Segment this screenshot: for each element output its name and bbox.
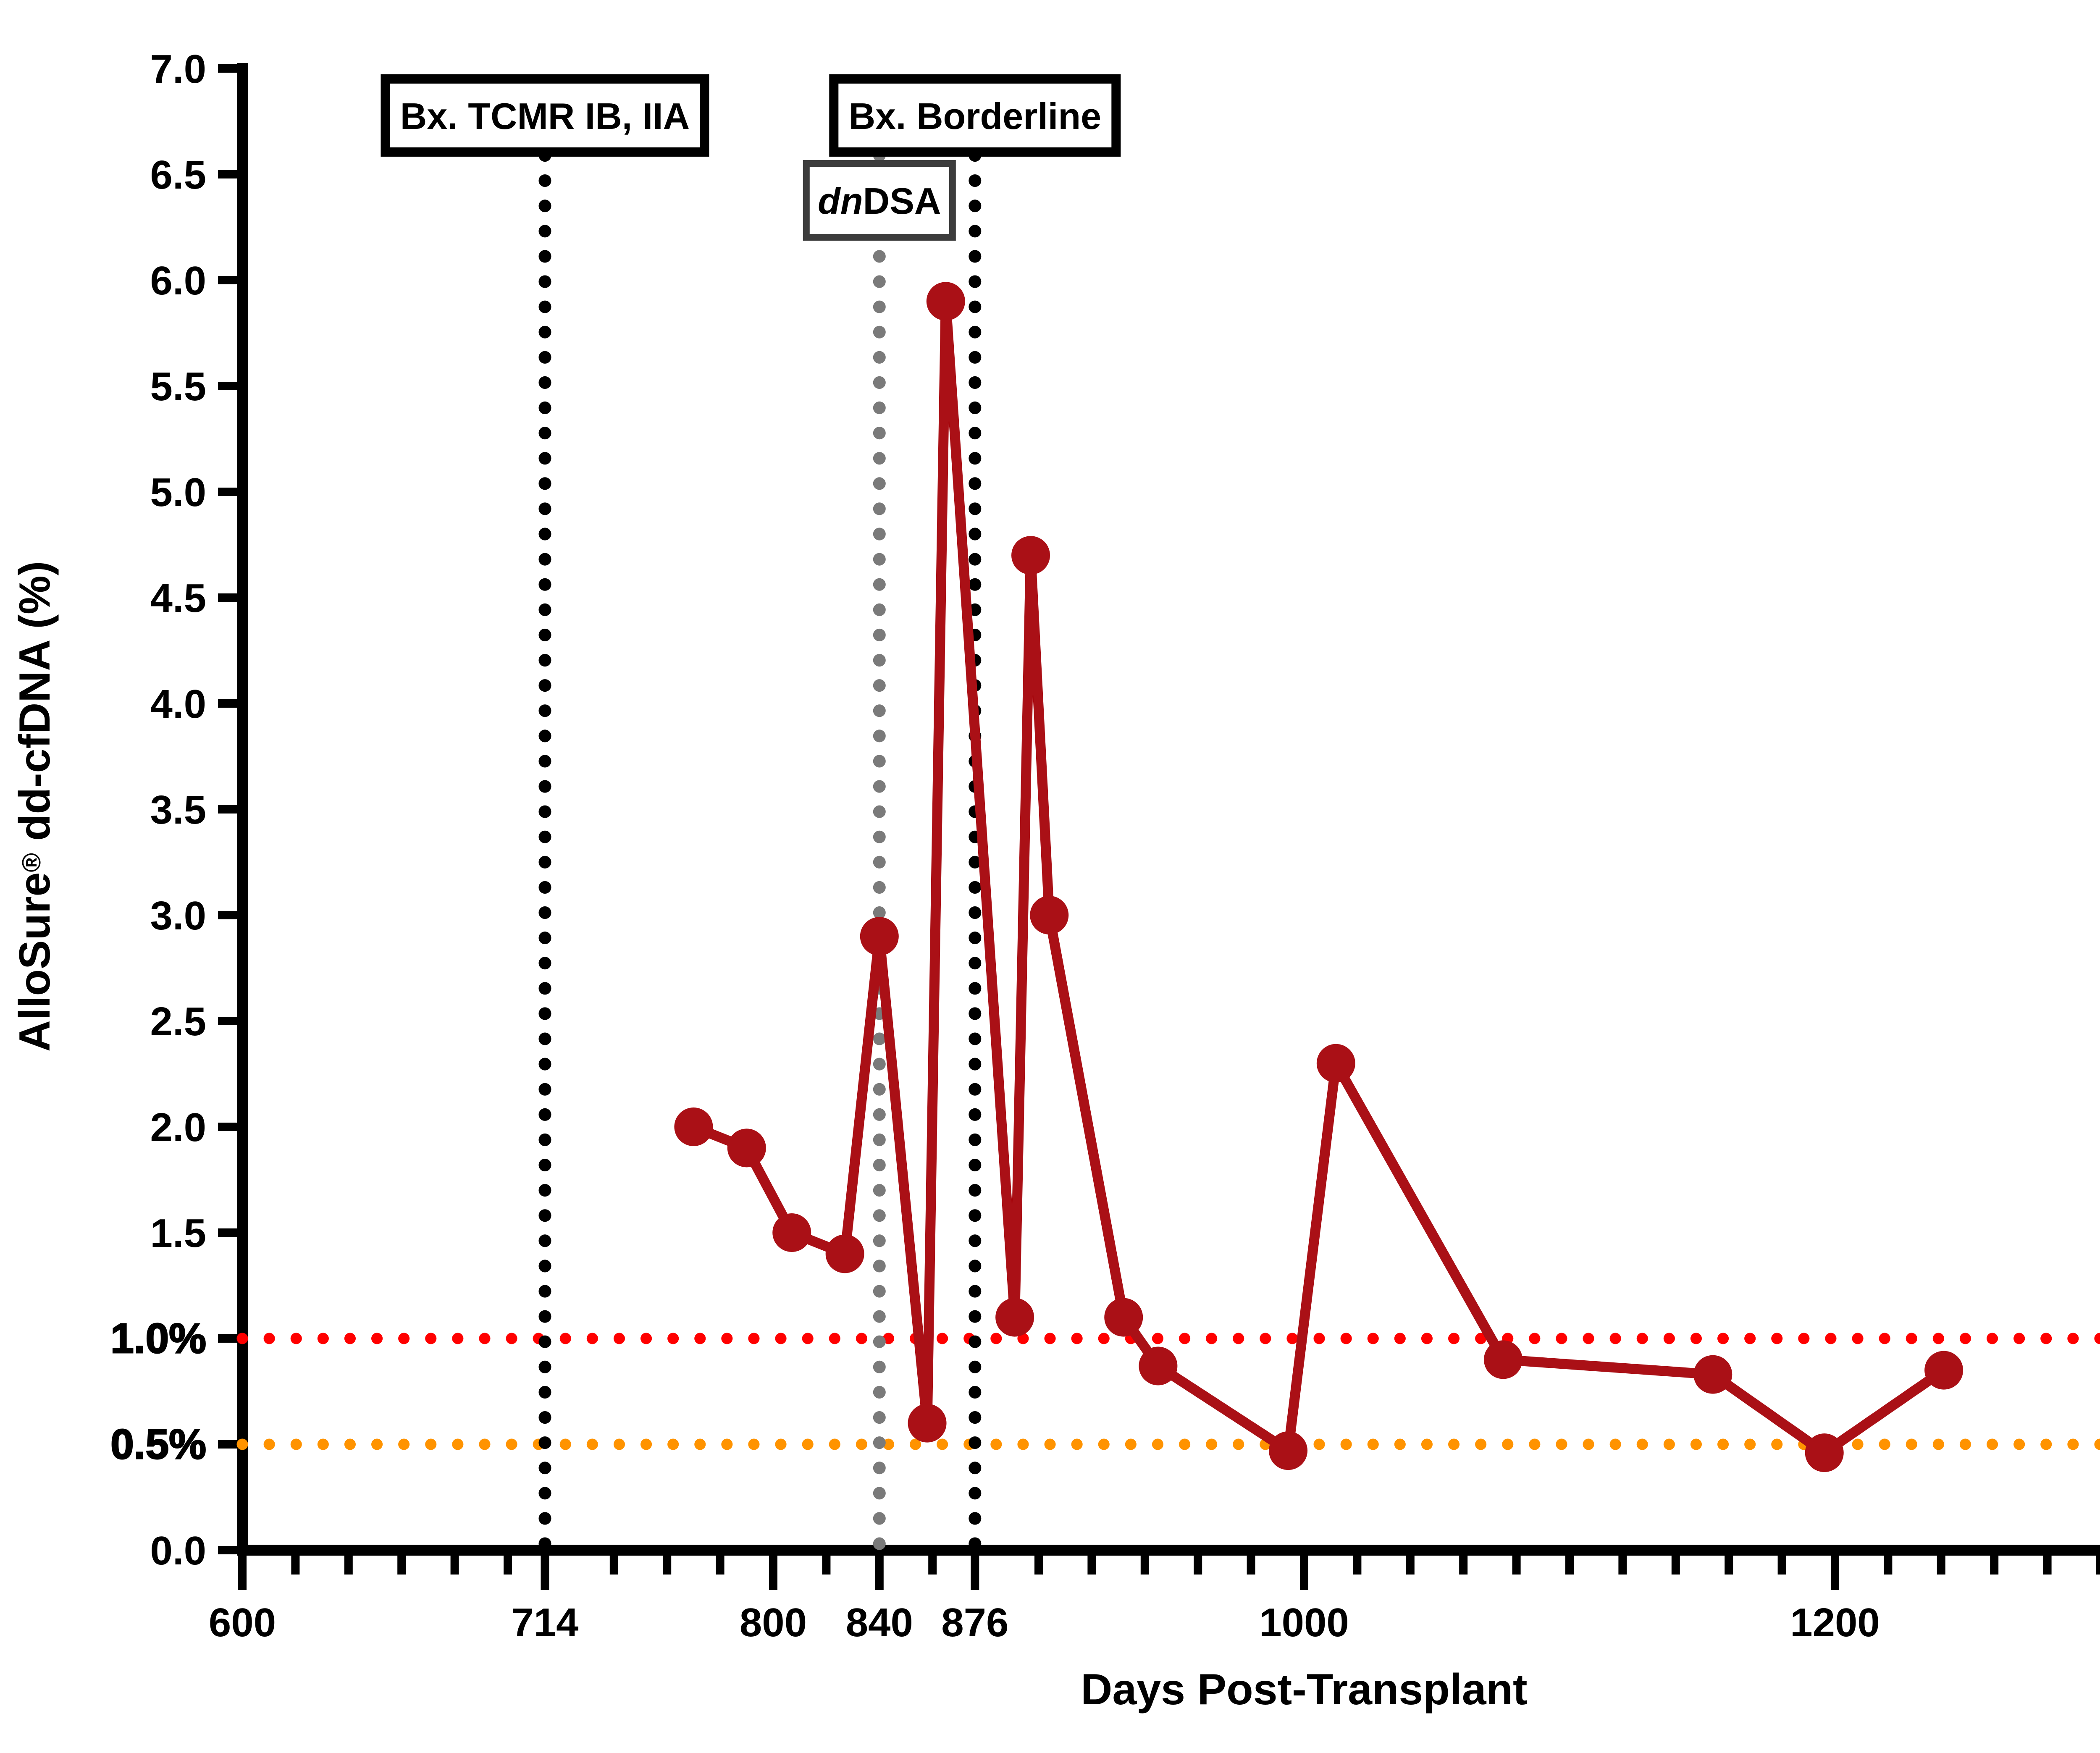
annotation-box-714 xyxy=(381,74,709,157)
data-point xyxy=(1030,896,1069,934)
y-tick-label: 3.5 xyxy=(150,787,206,832)
x-tick-label: 600 xyxy=(209,1600,276,1645)
y-tick-label: 7.0 xyxy=(150,47,206,92)
x-tick-label: 1000 xyxy=(1259,1600,1349,1645)
data-point xyxy=(1693,1355,1732,1394)
y-tick-label: 2.0 xyxy=(150,1105,206,1150)
y-tick-label: 2.5 xyxy=(150,999,206,1044)
data-point xyxy=(908,1404,947,1443)
data-point xyxy=(926,282,965,321)
data-point xyxy=(1104,1298,1143,1337)
axes: 0.0 0.5% 1.0% 1.5 2.0 2.5 3.0 3.5 4.0 4.5 5.0 5.5 6.… xyxy=(110,47,2100,1645)
data-point xyxy=(860,917,899,956)
data-series xyxy=(674,282,1964,1472)
data-point xyxy=(1316,1044,1355,1083)
annotation-label-714: Bx. TCMR IB, IIA xyxy=(400,95,690,137)
data-point xyxy=(1484,1340,1522,1379)
data-point xyxy=(1805,1433,1844,1472)
event-lines xyxy=(538,149,982,1556)
data-point xyxy=(825,1234,864,1273)
y-tick-label: 4.5 xyxy=(150,576,206,621)
data-point xyxy=(674,1107,713,1146)
data-point xyxy=(1924,1351,1964,1390)
annotation-box-876 xyxy=(829,74,1121,157)
y-tick-label: 6.0 xyxy=(150,258,206,303)
annotation-boxes: Bx. TCMR IB, IIA dnDSA Bx. Borderline xyxy=(381,74,1121,241)
y-tick-label: 4.0 xyxy=(150,682,206,727)
threshold-lines xyxy=(236,1333,2100,1450)
y-axis-title: AlloSure® dd-cfDNA (%) xyxy=(10,561,59,1052)
y-tick-label: 5.0 xyxy=(150,470,206,515)
y-tick-label: 0.0 xyxy=(150,1528,206,1573)
y-tick-label: 3.0 xyxy=(150,893,206,938)
y-tick-label: 6.5 xyxy=(150,152,206,197)
x-tick-label: 1200 xyxy=(1790,1600,1880,1645)
data-line xyxy=(691,296,1947,1458)
data-point xyxy=(1011,536,1050,575)
y-tick-label: 0.5% xyxy=(110,1421,206,1468)
x-tick-label: 714 xyxy=(511,1600,578,1645)
x-tick-label: 876 xyxy=(941,1600,1008,1645)
data-point xyxy=(995,1298,1034,1337)
x-axis-title: Days Post-Transplant xyxy=(1081,1665,1527,1714)
y-tick-label: 1.0% xyxy=(110,1315,206,1362)
x-tick-label: 800 xyxy=(740,1600,807,1645)
y-tick-label: 5.5 xyxy=(150,364,206,409)
annotation-label-840: dnDSA xyxy=(818,180,941,222)
data-point xyxy=(727,1128,766,1168)
data-point xyxy=(772,1213,811,1252)
annotation-label-876: Bx. Borderline xyxy=(849,95,1101,137)
x-tick-label: 840 xyxy=(846,1600,913,1645)
annotation-box-840 xyxy=(803,160,956,241)
data-point xyxy=(1139,1346,1178,1386)
y-tick-label: 1.5 xyxy=(150,1211,206,1256)
data-point xyxy=(1269,1431,1308,1470)
